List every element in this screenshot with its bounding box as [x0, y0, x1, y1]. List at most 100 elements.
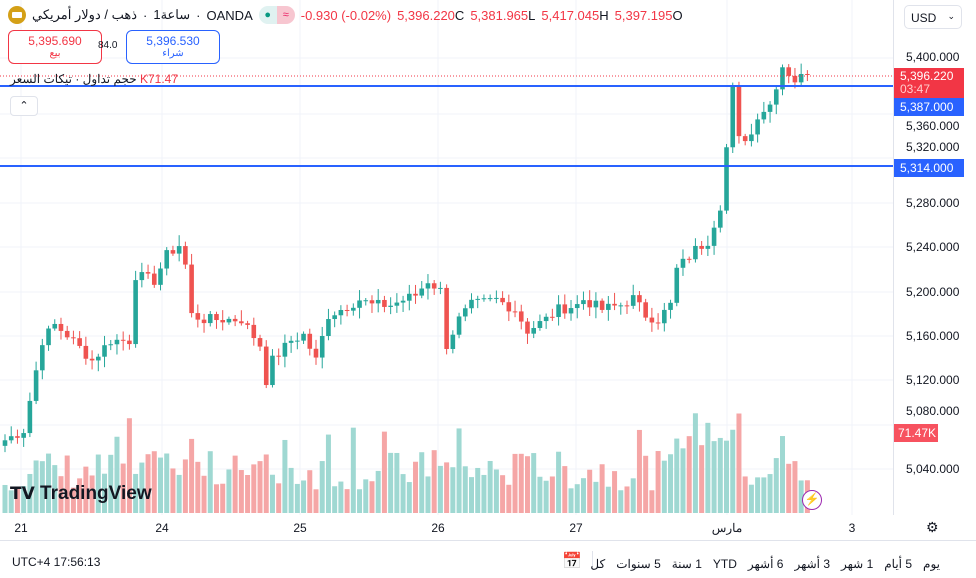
line1-tag[interactable]: 5,387.000: [894, 98, 964, 116]
candle-body: [214, 314, 219, 321]
volume-bar: [437, 465, 443, 513]
candle-body: [525, 321, 530, 334]
candle-body: [251, 324, 257, 339]
candle-body: [338, 309, 344, 316]
line2-tag[interactable]: 5,314.000: [894, 159, 964, 177]
range-button[interactable]: كل: [590, 557, 606, 571]
clock[interactable]: UTC+4 17:56:13: [12, 555, 101, 569]
volume-bar: [151, 451, 157, 513]
candle-body: [195, 313, 201, 320]
market-open-icon: ●: [258, 6, 277, 24]
range-button[interactable]: 5 أيام: [884, 557, 913, 571]
volume-bar: [444, 462, 450, 513]
goto-date-icon[interactable]: 📅: [562, 553, 582, 570]
volume-bar: [176, 474, 182, 513]
volume-bar: [381, 431, 387, 513]
candle-body: [718, 210, 723, 228]
candle-body: [108, 344, 114, 346]
sell-button[interactable]: 5,395.690 بيع: [8, 30, 102, 64]
range-button[interactable]: 3 أشهر: [794, 557, 831, 571]
volume-bar: [425, 476, 431, 513]
candle-body: [301, 333, 306, 341]
volume-bar: [213, 484, 219, 513]
price-axis[interactable]: 5,400.000 5,360.000 5,320.000 5,280.000 5,24…: [893, 0, 976, 515]
candle-body: [127, 340, 132, 345]
time-label: مارس: [711, 521, 743, 535]
candle-body: [798, 73, 804, 83]
time-label: 24: [155, 521, 169, 535]
symbol-name[interactable]: ذهب / دولار أمريكي: [32, 7, 137, 22]
market-status[interactable]: ● ≈: [258, 6, 295, 24]
collapse-button[interactable]: ⌃: [10, 96, 38, 116]
price-label: 5,280.000: [906, 196, 960, 210]
price-label: 5,160.000: [906, 329, 960, 343]
volume-bar: [189, 438, 195, 513]
range-button[interactable]: يوم: [923, 557, 940, 571]
candle-body: [543, 316, 549, 322]
volume-bar: [692, 413, 698, 513]
candle-body: [413, 293, 418, 296]
volume-legend: حجم تداول · تيكات السعر K71.47: [10, 72, 179, 86]
change: -0.930 (-0.02%): [300, 7, 392, 23]
range-button[interactable]: YTD: [712, 557, 737, 571]
time-label: 21: [14, 521, 28, 535]
candle-body: [52, 323, 58, 329]
exchange: OANDA: [206, 7, 253, 23]
volume-bar: [375, 470, 381, 513]
range-button[interactable]: 5 سنوات: [616, 557, 661, 571]
gold-logo-icon: [8, 6, 26, 24]
range-button[interactable]: 1 شهر: [841, 557, 874, 571]
range-button[interactable]: 6 أشهر: [747, 557, 784, 571]
candle-body: [581, 300, 586, 305]
settings-icon[interactable]: ⚙: [926, 519, 939, 535]
candle-body: [257, 338, 263, 347]
lightning-icon[interactable]: ⚡: [802, 490, 822, 510]
candle-body: [711, 227, 717, 246]
volume-bar: [139, 462, 145, 513]
candle-body: [83, 345, 89, 359]
volume-bar: [487, 460, 493, 513]
volume-bar: [164, 453, 170, 513]
volume-bar: [325, 434, 331, 513]
volume-bar: [580, 478, 586, 513]
volume-bar: [705, 422, 711, 513]
volume-bar: [469, 477, 474, 513]
volume-bar: [58, 476, 64, 513]
volume-bar: [587, 469, 593, 513]
candle-body: [512, 311, 518, 313]
volume-bar: [524, 456, 530, 513]
buy-button[interactable]: 5,396.530 شراء: [126, 30, 220, 64]
volume-bar: [363, 479, 369, 513]
candle-body: [183, 246, 188, 265]
price-label: 5,080.000: [906, 404, 960, 418]
candle-body: [388, 305, 393, 307]
volume-bar: [593, 481, 599, 513]
range-button[interactable]: 1 سنة: [671, 557, 702, 571]
candle-body: [326, 319, 331, 337]
candle-body: [637, 295, 642, 303]
candle-body: [114, 339, 120, 345]
candle-body: [58, 323, 64, 331]
candle-body: [226, 318, 232, 323]
currency-select[interactable]: USD ⌄: [904, 5, 962, 29]
candle-body: [456, 316, 462, 335]
candle-body: [400, 300, 406, 303]
candle-body: [469, 299, 474, 309]
volume-bar: [655, 451, 661, 513]
candle-body: [462, 308, 468, 317]
candle-body: [207, 314, 213, 324]
candle-body: [624, 305, 630, 307]
candle-body: [531, 327, 536, 334]
candle-body: [77, 338, 82, 346]
interval[interactable]: 1ساعة: [153, 7, 191, 22]
volume-bar: [599, 464, 605, 513]
volume-bar: [612, 471, 618, 513]
candle-body: [369, 300, 375, 304]
candle-body: [587, 300, 592, 308]
candle-body: [612, 303, 617, 306]
volume-bar: [736, 413, 742, 513]
volume-bar: [543, 480, 549, 513]
candle-body: [419, 288, 425, 296]
volume-bar: [201, 475, 207, 513]
candle-body: [407, 293, 412, 301]
